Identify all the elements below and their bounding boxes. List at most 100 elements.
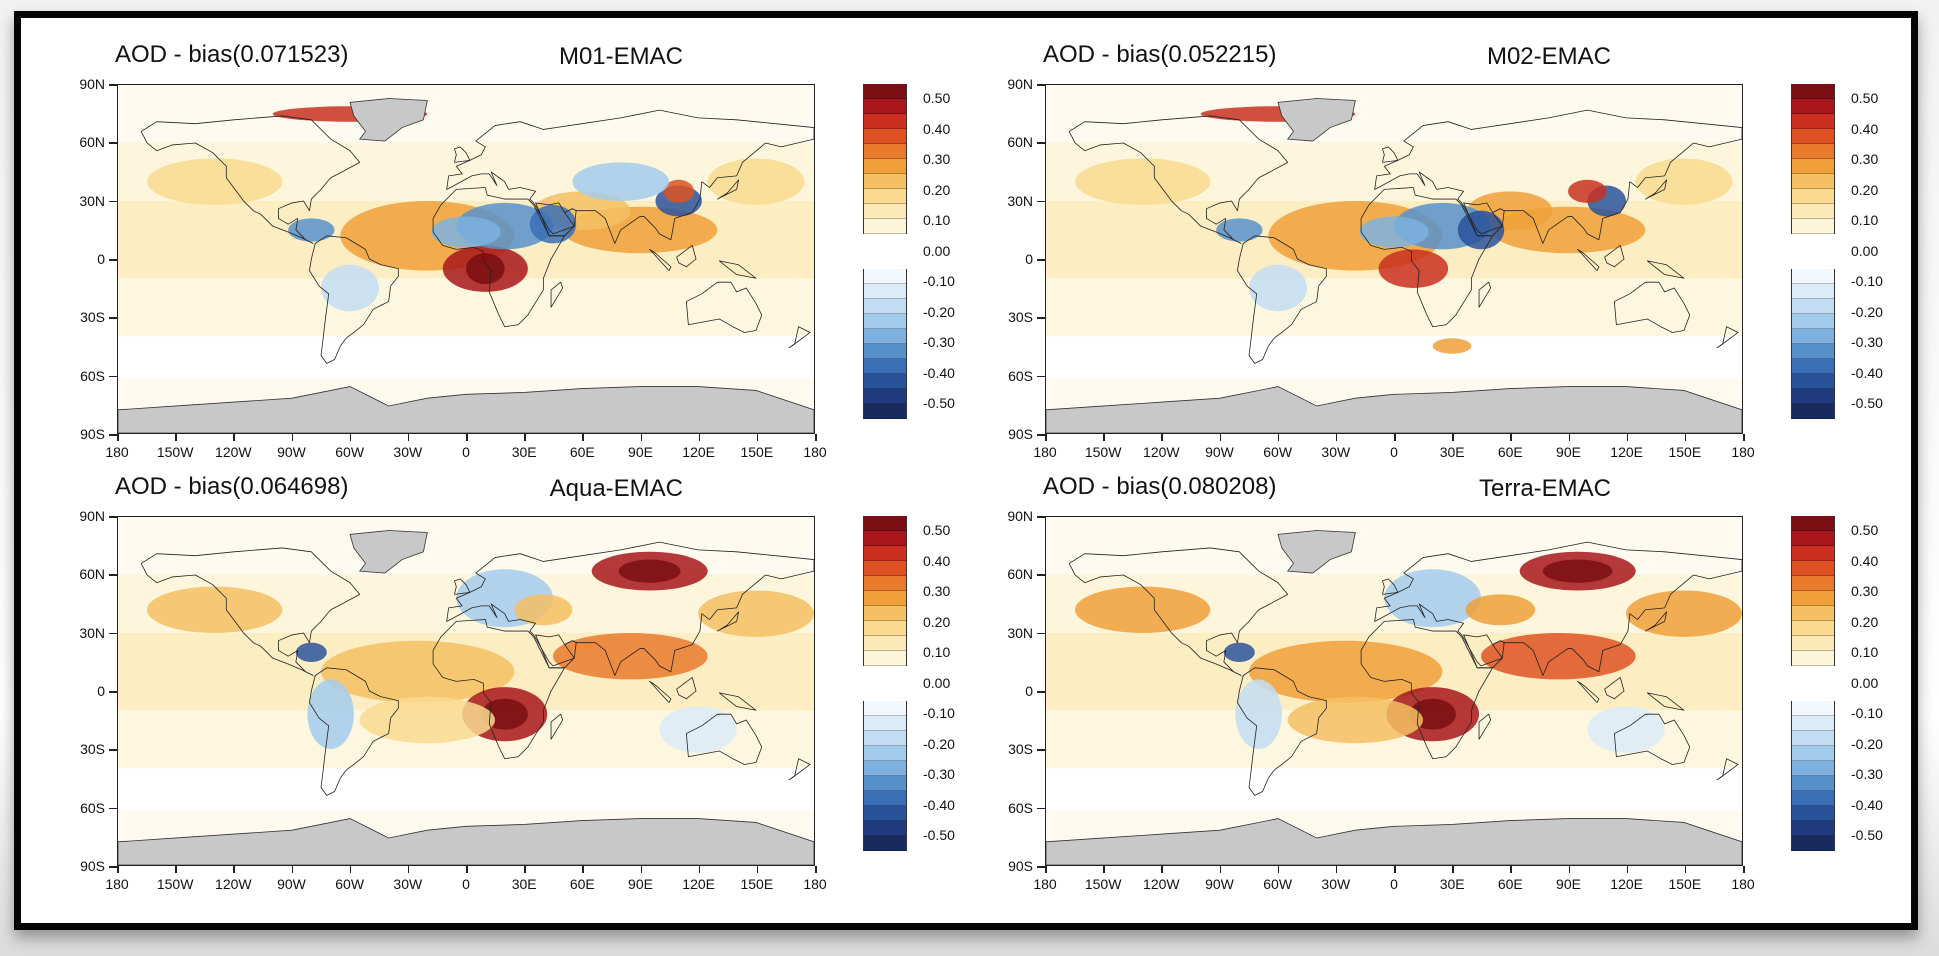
lon-label: 60E	[569, 876, 595, 892]
lon-label: 90E	[628, 876, 653, 892]
lat-tick	[1037, 691, 1045, 693]
lon-label: 90E	[1556, 876, 1581, 892]
lon-label: 60E	[1497, 444, 1523, 460]
lon-tick	[1045, 434, 1047, 441]
lat-label: 60N	[79, 566, 105, 583]
colorbar-negative	[863, 269, 907, 419]
colorbar-swatch	[1792, 404, 1834, 419]
lon-tick	[175, 434, 177, 441]
lon-tick	[233, 866, 235, 873]
lat-label: 0	[1025, 683, 1033, 699]
lat-label: 0	[97, 251, 105, 267]
colorbar-label: 0.30	[1851, 583, 1879, 599]
colorbar-positive	[1791, 516, 1835, 666]
colorbar-swatch	[1792, 621, 1834, 636]
lon-label: 60W	[1263, 876, 1293, 892]
lon-label: 180	[1033, 444, 1057, 460]
colorbar-swatch	[1792, 314, 1834, 329]
lon-label: 180	[803, 444, 827, 460]
panel-title: AOD - bias(0.071523)	[115, 41, 349, 68]
colorbar-swatch	[864, 561, 906, 576]
lat-tick	[109, 200, 117, 203]
lat-tick	[109, 516, 117, 518]
colorbar-swatch	[864, 791, 906, 806]
lat-label: 90N	[1007, 508, 1033, 524]
lat-tick	[1037, 375, 1045, 378]
lon-label: 120E	[1610, 876, 1643, 892]
lon-tick	[407, 866, 410, 873]
colorbar-label: 0.40	[1851, 120, 1879, 137]
lat-tick	[109, 259, 117, 261]
lon-tick	[1510, 866, 1512, 873]
lon-tick	[1568, 866, 1570, 873]
colorbar-swatch	[864, 144, 906, 159]
lat-tick	[1037, 84, 1045, 86]
colorbar-swatch	[864, 621, 906, 636]
lat-tick	[1037, 749, 1045, 751]
lat-tick	[109, 632, 117, 635]
lat-tick	[1037, 632, 1045, 635]
colorbar-swatch	[864, 746, 906, 761]
colorbar-label: -0.10	[923, 273, 955, 289]
colorbar-label: -0.40	[923, 796, 955, 813]
colorbar-swatch	[1792, 761, 1834, 776]
colorbar-label: 0.30	[1851, 151, 1879, 167]
lon-label: 0	[1390, 876, 1398, 892]
lon-label: 30W	[393, 444, 423, 460]
lat-label: 30N	[1007, 624, 1033, 641]
colorbar-swatch	[864, 299, 906, 314]
lat-tick	[109, 749, 117, 751]
colorbar-label: 0.40	[923, 552, 951, 569]
lon-label: 150E	[1668, 876, 1702, 892]
colorbar-swatch	[864, 591, 906, 606]
lon-tick	[1219, 866, 1221, 873]
colorbar: 0.50 0.40 0.30 0.20 0.10 0.00 -0.10 -0.20 -0.30 -…	[1791, 84, 1883, 419]
lon-tick	[466, 434, 468, 441]
lat-tick	[109, 317, 117, 319]
lon-tick	[291, 866, 293, 873]
lon-tick	[407, 434, 410, 441]
colorbar-swatch	[1792, 269, 1834, 284]
lat-tick	[1037, 200, 1045, 203]
lon-tick	[640, 434, 642, 441]
colorbar-swatch	[1792, 746, 1834, 761]
lon-tick	[698, 866, 701, 873]
lon-label: 30E	[1439, 876, 1465, 892]
colorbar-swatch	[1792, 701, 1834, 716]
colorbar-label: 0.00	[923, 242, 951, 259]
lon-label: 30W	[393, 876, 423, 892]
lat-tick	[109, 866, 117, 868]
colorbar-swatch	[864, 821, 906, 836]
colorbar-label: 0.10	[1851, 644, 1879, 660]
colorbar-positive	[863, 84, 907, 234]
colorbar-swatch	[864, 731, 906, 746]
colorbar-swatch	[864, 531, 906, 546]
colorbar-label: 0.20	[923, 181, 951, 198]
lon-tick	[1219, 434, 1221, 441]
colorbar-swatch	[1792, 636, 1834, 651]
lon-tick	[1394, 434, 1396, 441]
lon-tick	[1684, 434, 1687, 441]
lat-tick	[1037, 317, 1045, 319]
lon-tick	[1743, 866, 1745, 873]
lon-label: 60E	[569, 444, 595, 460]
colorbar-negative	[1791, 269, 1835, 419]
lat-label: 60S	[1008, 367, 1033, 384]
lon-label: 120W	[215, 444, 252, 460]
colorbar: 0.50 0.40 0.30 0.20 0.10 0.00 -0.10 -0.20 -0.30 -…	[863, 84, 955, 419]
lat-tick	[1037, 574, 1045, 576]
lon-tick	[175, 866, 177, 873]
lon-label: 120E	[682, 444, 715, 460]
lon-label: 150W	[156, 876, 194, 892]
colorbar-swatch	[864, 776, 906, 791]
lat-tick	[1037, 259, 1045, 261]
colorbar-swatch	[1792, 776, 1834, 791]
lon-tick	[1452, 434, 1454, 441]
colorbar-swatch	[864, 404, 906, 419]
lon-tick	[1510, 434, 1512, 441]
colorbar-label: -0.40	[1851, 364, 1883, 381]
colorbar-swatch	[864, 269, 906, 284]
lat-tick	[1037, 516, 1045, 518]
lat-tick	[1037, 807, 1045, 810]
lon-label: 0	[462, 876, 470, 892]
